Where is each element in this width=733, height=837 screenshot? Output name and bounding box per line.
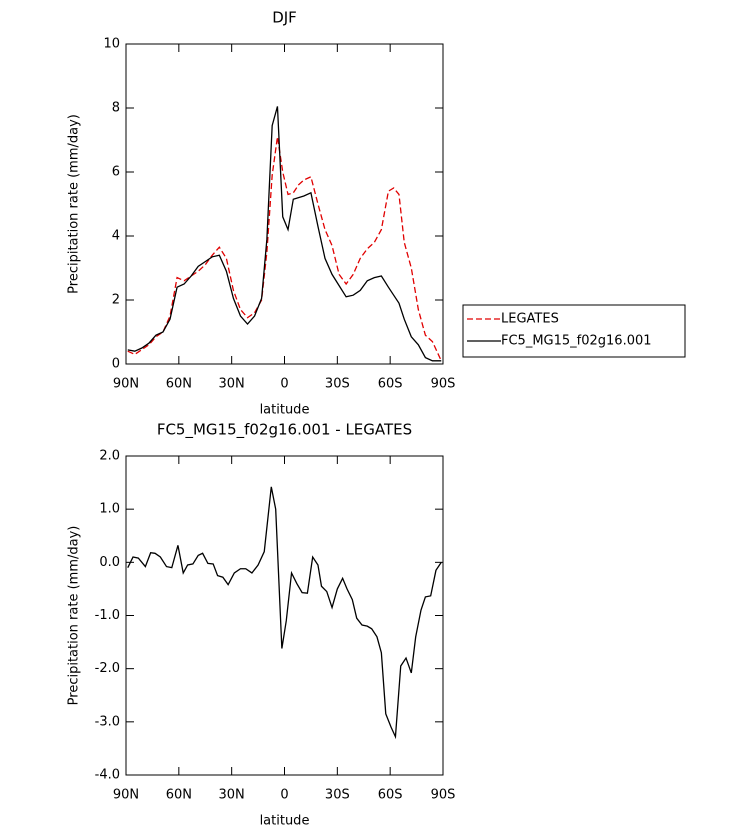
y-tick-label: 8 (112, 101, 120, 116)
x-tick-label: 90N (113, 788, 139, 803)
y-tick-label: 10 (103, 37, 120, 52)
x-tick-label: 90S (431, 377, 456, 392)
y-tick-label: 0.0 (99, 555, 120, 570)
x-axis-label: latitude (260, 403, 310, 418)
x-tick-label: 60S (378, 788, 403, 803)
y-tick-label: -2.0 (95, 661, 120, 676)
data-line (127, 486, 442, 740)
legend-box (462, 304, 686, 358)
x-tick-label: 60N (166, 377, 192, 392)
y-tick-label: -4.0 (95, 768, 120, 783)
x-tick-label: 30S (325, 788, 350, 803)
x-tick-label: 60N (166, 788, 192, 803)
y-axis-label: Precipitation rate (mm/day) (67, 526, 82, 706)
y-tick-label: -1.0 (95, 608, 120, 623)
plot-frame (125, 455, 444, 776)
y-tick-label: 2 (112, 293, 120, 308)
data-line (127, 136, 442, 362)
x-tick-label: 90N (113, 377, 139, 392)
chart-title: FC5_MG15_f02g16.001 - LEGATES (157, 421, 412, 440)
x-tick-label: 0 (280, 788, 288, 803)
x-tick-label: 0 (280, 377, 288, 392)
plot-frame (125, 43, 444, 365)
legend-label: LEGATES (501, 312, 559, 327)
y-tick-label: 4 (112, 229, 120, 244)
x-axis-label: latitude (260, 814, 310, 829)
y-tick-label: -3.0 (95, 714, 120, 729)
y-tick-label: 0 (112, 357, 120, 372)
y-axis-label: Precipitation rate (mm/day) (67, 114, 82, 294)
y-tick-label: 2.0 (99, 449, 120, 464)
chart-title: DJF (272, 9, 297, 27)
data-line (127, 106, 442, 362)
x-tick-label: 60S (378, 377, 403, 392)
y-tick-label: 1.0 (99, 502, 120, 517)
x-tick-label: 90S (431, 788, 456, 803)
x-tick-label: 30N (219, 377, 245, 392)
x-tick-label: 30S (325, 377, 350, 392)
x-tick-label: 30N (219, 788, 245, 803)
legend-label: FC5_MG15_f02g16.001 (501, 334, 652, 349)
y-tick-label: 6 (112, 165, 120, 180)
